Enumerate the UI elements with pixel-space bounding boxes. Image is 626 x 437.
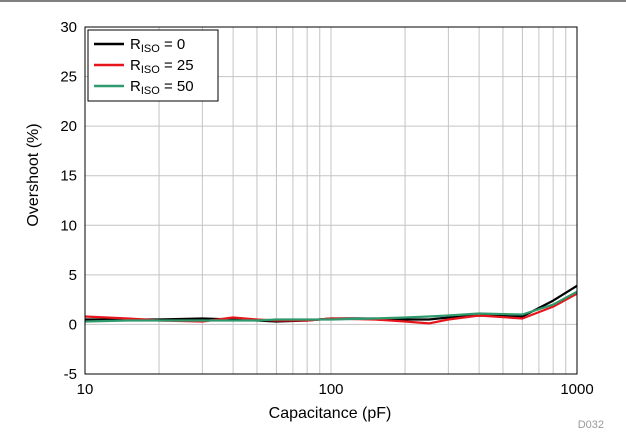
y-tick-labels: -5 0 5 10 15 20 25 30 xyxy=(60,19,77,383)
y-tick-label: -5 xyxy=(64,366,77,383)
x-tick-label: 100 xyxy=(318,381,343,398)
legend-label: RISO = 50 xyxy=(130,78,194,97)
legend-label: RISO = 25 xyxy=(130,57,194,76)
x-tick-labels: 10 100 1000 xyxy=(77,381,594,398)
plot-frame xyxy=(84,26,578,375)
y-tick-label: 25 xyxy=(60,69,77,86)
legend: RISO = 0 RISO = 25 RISO = 50 xyxy=(87,29,219,102)
x-tick-label: 1000 xyxy=(560,381,593,398)
series-layer xyxy=(84,284,578,325)
y-tick-label: 15 xyxy=(60,168,77,185)
y-tick-label: 10 xyxy=(60,217,77,234)
y-axis-label: Overshoot (%) xyxy=(25,123,42,226)
x-tick-label: 10 xyxy=(77,381,94,398)
series-line xyxy=(84,290,578,323)
legend-label: RISO = 0 xyxy=(130,36,185,55)
y-tick-label: 30 xyxy=(60,19,77,36)
x-axis-label: Capacitance (pF) xyxy=(269,405,392,422)
figure-id: D032 xyxy=(578,419,604,431)
y-tick-label: 20 xyxy=(60,118,77,135)
y-tick-label: 0 xyxy=(69,316,77,333)
y-tick-label: 5 xyxy=(69,267,77,284)
